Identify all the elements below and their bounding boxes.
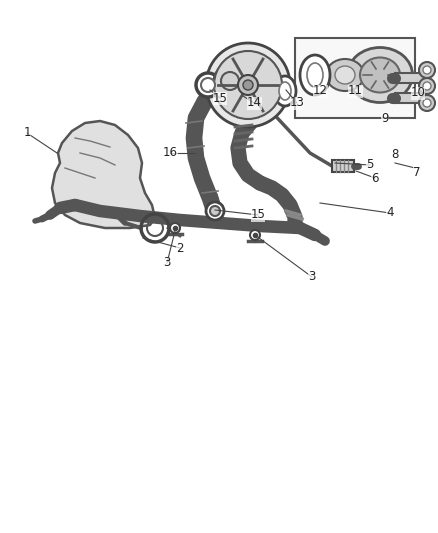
Text: 11: 11 (347, 85, 363, 98)
Ellipse shape (307, 63, 323, 87)
Circle shape (221, 72, 239, 90)
Circle shape (206, 202, 224, 220)
Circle shape (423, 66, 431, 74)
Circle shape (214, 51, 282, 119)
Circle shape (250, 230, 260, 240)
Text: 15: 15 (251, 208, 265, 222)
Bar (295, 38, 415, 118)
Text: 2: 2 (176, 241, 184, 254)
Text: 4: 4 (386, 206, 394, 220)
Circle shape (423, 99, 431, 107)
Ellipse shape (326, 59, 364, 91)
Text: 8: 8 (391, 149, 399, 161)
Circle shape (196, 73, 220, 97)
Ellipse shape (274, 76, 296, 106)
Text: 5: 5 (366, 158, 374, 172)
Circle shape (423, 82, 431, 90)
Ellipse shape (300, 55, 330, 95)
Circle shape (238, 75, 258, 95)
Text: 10: 10 (410, 86, 425, 100)
Text: 15: 15 (212, 92, 227, 104)
Text: 6: 6 (371, 172, 379, 184)
Bar (332, 160, 354, 172)
Text: 3: 3 (308, 271, 316, 284)
Circle shape (210, 206, 220, 216)
Ellipse shape (335, 66, 355, 84)
Text: 16: 16 (162, 147, 177, 159)
Text: 13: 13 (290, 96, 304, 109)
Text: 3: 3 (163, 256, 171, 270)
Text: 12: 12 (312, 85, 328, 98)
Circle shape (419, 78, 435, 94)
Polygon shape (52, 121, 155, 228)
Circle shape (419, 95, 435, 111)
Circle shape (201, 78, 215, 92)
Text: 9: 9 (381, 111, 389, 125)
Circle shape (243, 80, 253, 90)
Circle shape (214, 65, 246, 97)
Text: 7: 7 (413, 166, 421, 180)
Circle shape (206, 43, 290, 127)
Text: 1: 1 (23, 126, 31, 140)
Bar (395, 93, 427, 103)
Ellipse shape (279, 82, 291, 100)
Text: 14: 14 (247, 96, 261, 109)
Ellipse shape (360, 58, 400, 93)
Circle shape (419, 62, 435, 78)
Ellipse shape (347, 47, 413, 102)
Bar (395, 73, 427, 83)
Circle shape (170, 223, 180, 233)
